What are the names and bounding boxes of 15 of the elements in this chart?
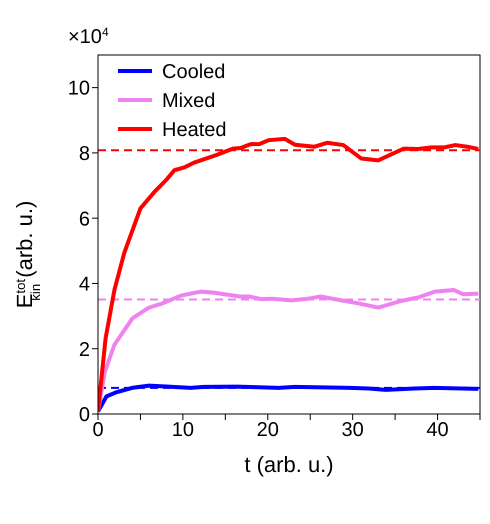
legend-label: Mixed bbox=[162, 90, 216, 112]
x-tick-label: 30 bbox=[342, 419, 364, 442]
text: ×10$^{4}$ bbox=[68, 25, 109, 48]
y-tick-label: 8 bbox=[78, 143, 90, 166]
y-tick-label: 2 bbox=[78, 338, 90, 361]
x-tick-label: 40 bbox=[426, 419, 449, 442]
legend-label: Cooled bbox=[162, 61, 226, 83]
y-tick-label: 6 bbox=[78, 208, 90, 230]
legend-label: Heated bbox=[162, 119, 226, 141]
y-tick-label: 0 bbox=[78, 404, 90, 426]
y-tick-label: 10 bbox=[68, 78, 90, 100]
x-tick-label: 20 bbox=[256, 419, 279, 442]
x-axis-title: t (arb. u.) bbox=[244, 452, 334, 477]
x-tick-label: 10 bbox=[172, 419, 194, 442]
y-tick-label: 4 bbox=[78, 274, 90, 296]
